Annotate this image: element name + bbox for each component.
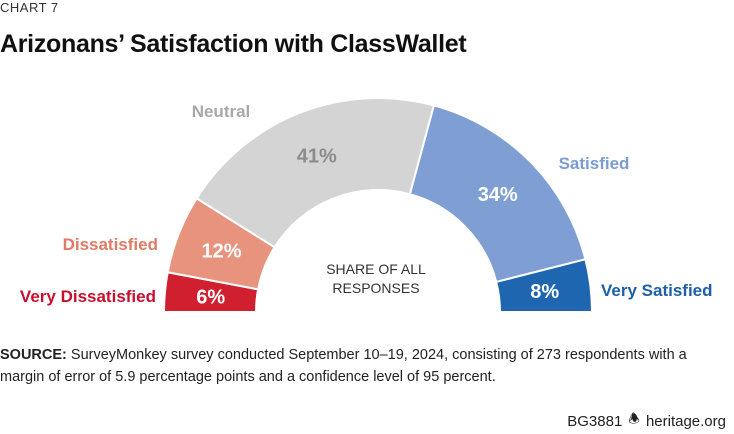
category-label-satisfied: Satisfied: [559, 154, 630, 173]
bell-icon: 🕭: [628, 411, 640, 426]
site-link[interactable]: heritage.org: [645, 412, 726, 430]
center-label-line-1: SHARE OF ALL: [326, 261, 426, 277]
chart-title: Arizonans’ Satisfaction with ClassWallet: [0, 30, 467, 58]
value-label-very-dissatisfied: 6%: [196, 286, 225, 308]
source-note: SOURCE: SurveyMonkey survey conducted Se…: [0, 344, 728, 388]
chart-number-label: CHART 7: [0, 0, 59, 15]
source-label: SOURCE:: [0, 347, 67, 363]
category-label-neutral: Neutral: [192, 102, 251, 121]
category-label-dissatisfied: Dissatisfied: [63, 235, 158, 254]
category-label-very-dissatisfied: Very Dissatisfied: [20, 287, 156, 306]
slice-very-satisfied: [495, 258, 594, 313]
slice-neutral: [195, 97, 436, 249]
footer: BG3881 🕭 heritage.org: [567, 410, 726, 432]
source-text: SurveyMonkey survey conducted September …: [0, 347, 687, 385]
category-label-very-satisfied: Very Satisfied: [601, 281, 713, 300]
report-code: BG3881: [567, 412, 623, 430]
value-label-neutral: 41%: [297, 146, 337, 168]
value-label-satisfied: 34%: [478, 184, 518, 206]
value-label-very-satisfied: 8%: [530, 281, 559, 303]
center-label-line-2: RESPONSES: [332, 280, 419, 296]
value-label-dissatisfied: 12%: [202, 241, 242, 263]
